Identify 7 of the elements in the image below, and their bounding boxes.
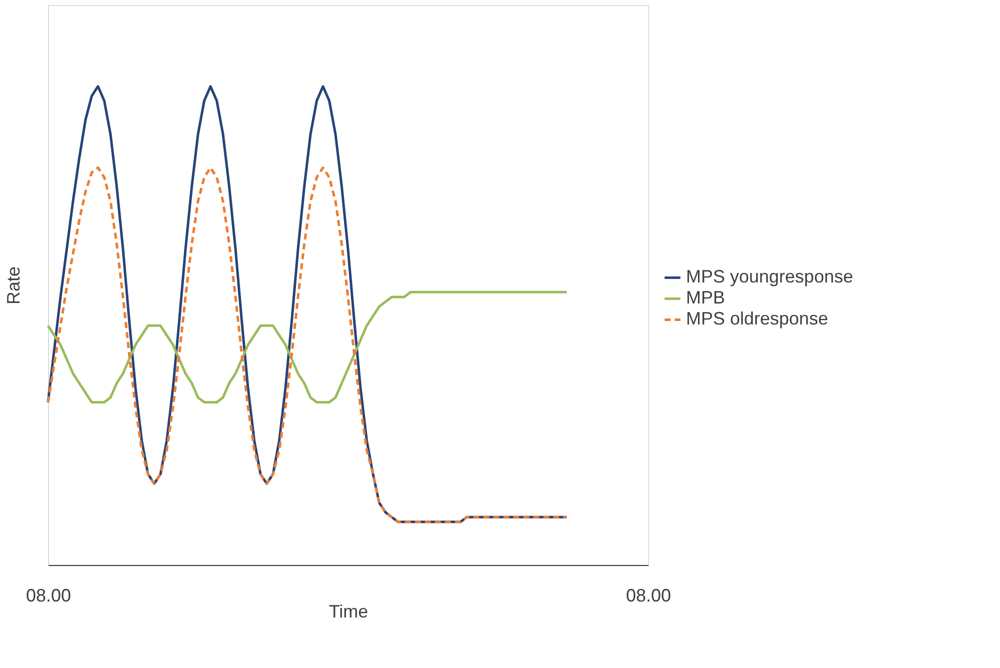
y-axis-title: Rate — [4, 266, 24, 305]
legend-label: MPB — [686, 288, 726, 308]
x-tick-label: 08.00 — [26, 586, 72, 606]
legend-label: MPS youngresponse — [686, 266, 854, 287]
x-axis-title: Time — [328, 602, 368, 622]
legend-label: MPS oldresponse — [686, 308, 828, 329]
x-tick-label: 08.00 — [626, 586, 672, 606]
